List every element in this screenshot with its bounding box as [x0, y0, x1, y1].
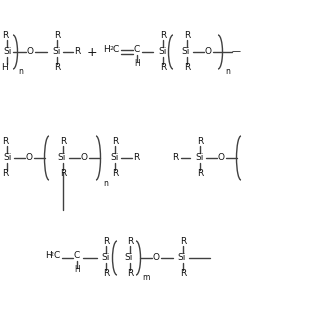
- Text: R: R: [54, 31, 60, 41]
- Text: n: n: [19, 67, 23, 76]
- Text: O: O: [153, 253, 159, 262]
- Text: R: R: [133, 154, 139, 163]
- Text: Si: Si: [52, 47, 60, 57]
- Text: R: R: [2, 31, 8, 41]
- Text: R: R: [103, 269, 109, 278]
- Text: R: R: [127, 269, 133, 278]
- Text: R: R: [54, 63, 60, 73]
- Text: H: H: [134, 59, 140, 68]
- Text: R: R: [180, 269, 186, 278]
- Text: Si: Si: [177, 253, 185, 262]
- Text: R: R: [160, 31, 166, 41]
- Text: H: H: [74, 266, 80, 275]
- Text: Si: Si: [3, 47, 12, 57]
- Text: R: R: [197, 138, 203, 147]
- Text: n: n: [104, 179, 108, 188]
- Text: Si: Si: [124, 253, 132, 262]
- Text: +: +: [87, 45, 97, 59]
- Text: m: m: [142, 273, 150, 282]
- Text: R: R: [197, 170, 203, 179]
- Text: H: H: [104, 44, 110, 53]
- Text: Si: Si: [181, 47, 189, 57]
- Text: Si: Si: [158, 47, 166, 57]
- Text: R: R: [184, 63, 190, 73]
- Text: n: n: [226, 67, 230, 76]
- Text: Si: Si: [195, 154, 204, 163]
- Text: O: O: [218, 154, 225, 163]
- Text: Si: Si: [3, 154, 12, 163]
- Text: H: H: [44, 251, 52, 260]
- Text: Si: Si: [57, 154, 65, 163]
- Text: Si: Si: [101, 253, 109, 262]
- Text: R: R: [60, 170, 66, 179]
- Text: R: R: [74, 47, 80, 57]
- Text: 2: 2: [50, 252, 54, 258]
- Text: C: C: [134, 44, 140, 53]
- Text: —: —: [231, 47, 241, 57]
- Text: R: R: [184, 31, 190, 41]
- Text: C: C: [54, 251, 60, 260]
- Text: 2: 2: [109, 46, 113, 52]
- Text: R: R: [103, 237, 109, 246]
- Text: O: O: [204, 47, 212, 57]
- Text: R: R: [112, 170, 118, 179]
- Text: O: O: [26, 154, 33, 163]
- Text: H: H: [2, 63, 8, 73]
- Text: O: O: [27, 47, 34, 57]
- Text: R: R: [172, 154, 178, 163]
- Text: R: R: [60, 138, 66, 147]
- Text: R: R: [2, 170, 8, 179]
- Text: R: R: [180, 237, 186, 246]
- Text: O: O: [81, 154, 87, 163]
- Text: C: C: [113, 44, 119, 53]
- Text: Si: Si: [110, 154, 118, 163]
- Text: R: R: [112, 138, 118, 147]
- Text: R: R: [2, 138, 8, 147]
- Text: C: C: [74, 251, 80, 260]
- Text: R: R: [160, 63, 166, 73]
- Text: R: R: [127, 237, 133, 246]
